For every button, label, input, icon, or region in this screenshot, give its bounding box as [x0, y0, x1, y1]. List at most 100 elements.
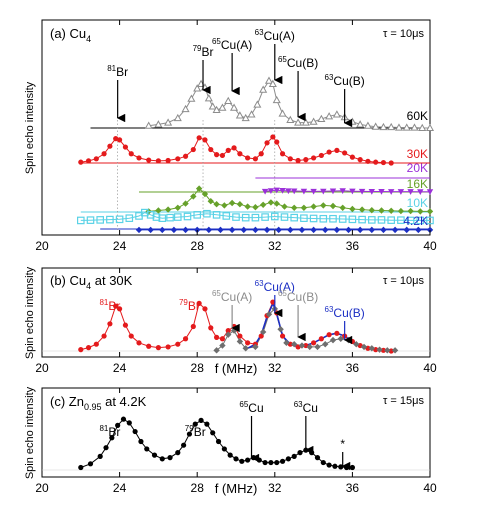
data-point	[314, 343, 321, 351]
data-point	[394, 123, 404, 131]
data-point	[217, 226, 224, 234]
data-point	[277, 326, 284, 333]
data-point	[208, 102, 217, 110]
data-point	[146, 343, 152, 349]
data-point	[426, 189, 434, 195]
data-point	[329, 214, 337, 223]
data-point	[425, 123, 435, 132]
data-point	[349, 154, 355, 160]
data-point	[417, 208, 424, 215]
series-line	[80, 136, 392, 164]
panel-b-tau: τ = 10μs	[383, 275, 424, 287]
data-point	[207, 198, 214, 205]
data-point	[388, 189, 395, 195]
data-point	[113, 303, 119, 309]
data-point	[387, 216, 396, 224]
peak-label: 65Cu	[239, 400, 263, 415]
peak-label: 79Br	[193, 44, 214, 59]
data-point	[353, 341, 360, 348]
data-point	[357, 157, 363, 163]
data-point	[406, 216, 415, 225]
data-point	[416, 216, 425, 225]
data-point	[272, 95, 281, 104]
data-point	[325, 112, 334, 120]
data-point	[227, 452, 233, 458]
x-tick-label: 28	[191, 361, 205, 375]
data-point	[136, 340, 142, 346]
data-point	[225, 331, 232, 338]
data-point	[132, 428, 138, 435]
data-point	[291, 204, 298, 211]
data-point	[303, 157, 309, 163]
x-tick-label: 20	[35, 361, 49, 375]
data-point	[122, 144, 129, 150]
data-point	[228, 226, 236, 234]
data-point	[407, 207, 414, 215]
data-point	[262, 459, 268, 466]
data-point	[322, 341, 329, 348]
data-point	[300, 188, 308, 195]
data-point	[155, 345, 161, 351]
data-point	[198, 417, 204, 423]
data-point	[349, 464, 355, 471]
data-point	[280, 213, 289, 221]
data-point	[363, 121, 372, 129]
data-point	[380, 159, 387, 166]
data-point	[208, 146, 214, 153]
data-point	[287, 156, 293, 162]
data-point	[397, 207, 405, 215]
data-point	[387, 122, 396, 131]
data-point	[377, 216, 386, 224]
data-point	[283, 339, 290, 347]
data-point	[318, 152, 324, 159]
data-point	[391, 347, 399, 354]
data-point	[85, 158, 92, 164]
data-point	[215, 438, 222, 445]
panel-b-title-sub: 4	[86, 281, 91, 291]
data-point	[297, 450, 303, 456]
data-point	[146, 157, 152, 163]
data-point	[174, 204, 181, 211]
data-point	[219, 152, 226, 159]
data-point	[202, 306, 208, 312]
data-point	[259, 85, 268, 93]
series-label: 30K	[407, 147, 428, 161]
data-point	[318, 336, 324, 342]
data-point	[125, 214, 134, 223]
data-point	[281, 203, 288, 210]
data-point	[78, 347, 84, 353]
data-point	[349, 188, 356, 195]
data-point	[228, 199, 236, 207]
data-point	[235, 111, 244, 119]
data-point	[76, 216, 85, 225]
panel-a-title: (a) Cu4	[50, 26, 91, 44]
data-point	[144, 121, 153, 129]
data-point	[326, 332, 332, 338]
data-point	[151, 452, 158, 458]
data-point	[273, 200, 280, 207]
peak-label: *	[340, 437, 345, 451]
data-point	[261, 213, 269, 221]
peak-label: 63Cu	[294, 400, 318, 415]
data-point	[287, 226, 294, 234]
data-point	[205, 226, 213, 234]
data-point	[210, 430, 216, 436]
data-point	[96, 216, 105, 224]
data-point	[203, 209, 211, 218]
data-point	[378, 188, 385, 195]
data-point	[147, 226, 154, 234]
series-label: 20K	[407, 161, 428, 175]
data-point	[115, 422, 121, 428]
data-point	[306, 343, 313, 351]
data-point	[285, 188, 292, 195]
data-point	[101, 333, 107, 339]
panel-b-ylabel: Spin echo intensity	[24, 266, 36, 359]
x-tick-label: 28	[191, 481, 205, 495]
data-point	[78, 464, 84, 471]
x-tick-label: 24	[113, 239, 127, 253]
data-point	[117, 306, 123, 312]
data-point	[379, 122, 388, 131]
data-point	[126, 420, 132, 426]
data-point	[320, 459, 326, 466]
data-point	[278, 109, 287, 117]
